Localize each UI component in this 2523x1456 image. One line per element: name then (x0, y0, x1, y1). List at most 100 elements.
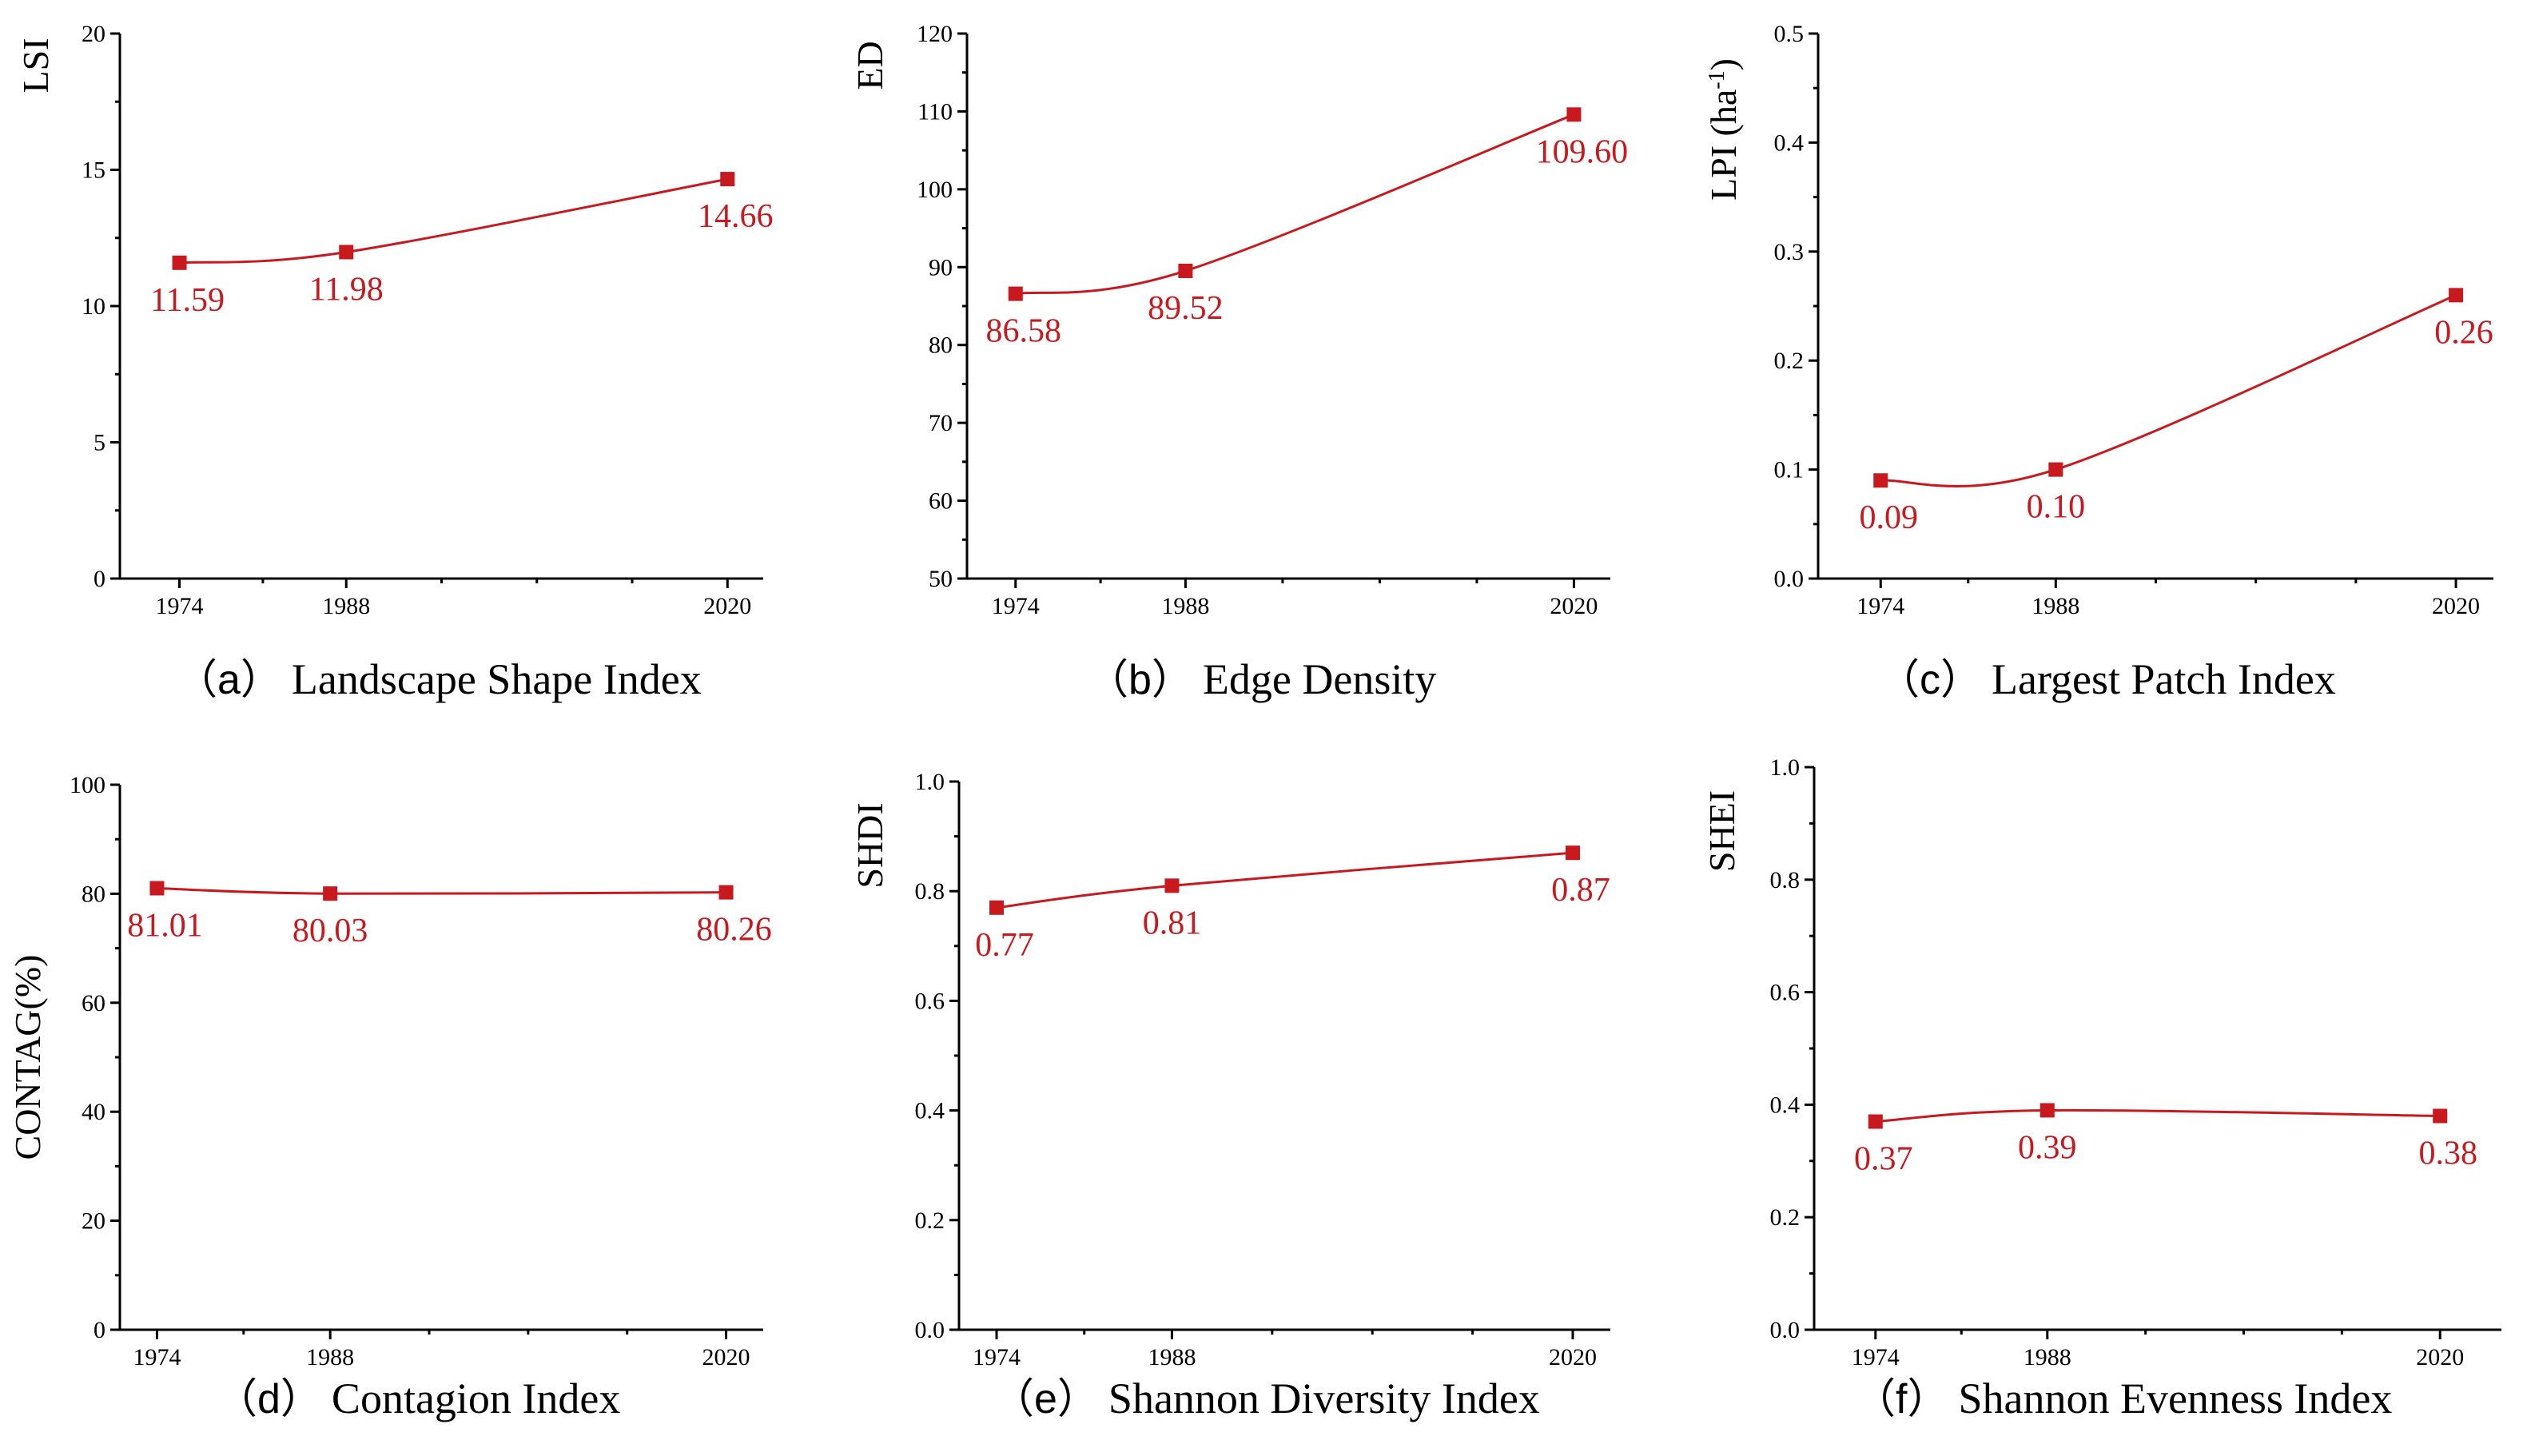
x-tick-label: 1974 (1856, 593, 1904, 619)
y-tick-label: 0.2 (1770, 1204, 1801, 1231)
y-tick-label: 0.4 (1774, 129, 1805, 156)
y-tick-label: 0.3 (1774, 239, 1805, 265)
series-line (1875, 1108, 2441, 1124)
data-point-marker (1868, 1114, 1883, 1129)
panel-a: 0 5 10 15 20 1974 1988 2020 LSI 11.59 11.98 14.66 （a… (15, 21, 774, 703)
data-label: 0.37 (1854, 1141, 1913, 1178)
y-tick-label: 110 (917, 98, 953, 125)
x-tick-label: 2020 (2416, 1344, 2464, 1370)
x-tick-label: 1974 (973, 1344, 1021, 1370)
y-tick-label: 0 (94, 1317, 105, 1343)
y-tick-label: 50 (929, 566, 953, 592)
data-label: 11.59 (150, 282, 225, 319)
y-tick-label: 0.6 (915, 988, 945, 1014)
y-tick-label: 0.1 (1774, 457, 1805, 483)
x-tick-label: 1988 (1148, 1344, 1196, 1370)
y-tick-label: 0.2 (915, 1207, 945, 1234)
panel-caption: （a） Landscape Shape Index (176, 655, 702, 703)
y-tick-label: 20 (82, 1208, 105, 1235)
x-tick-label: 2020 (1549, 1344, 1597, 1370)
y-tick-label: 0.0 (915, 1317, 945, 1343)
y-axis-title: CONTAG(%) (7, 955, 48, 1160)
data-label: 0.09 (1859, 499, 1918, 536)
panel-caption: （c） Largest Patch Index (1878, 655, 2336, 703)
y-tick-label: 100 (70, 772, 105, 798)
data-label: 86.58 (986, 313, 1062, 350)
y-tick-label: 0.4 (1770, 1092, 1801, 1118)
panel-caption: （d） Contagion Index (216, 1374, 620, 1422)
panel-caption: （f） Shannon Evenness Index (1854, 1374, 2392, 1422)
y-tick-label: 1.0 (1770, 754, 1801, 781)
y-axis-title: ED (850, 41, 890, 90)
y-axis-title: LSI (15, 38, 56, 93)
data-point-marker (1008, 286, 1023, 301)
x-tick-label: 1988 (2024, 1344, 2071, 1370)
series-line (1880, 293, 2457, 487)
y-tick-label: 0.0 (1774, 566, 1805, 592)
data-point-marker (2048, 462, 2063, 477)
x-tick-label: 1988 (322, 593, 370, 619)
series-line (179, 177, 728, 265)
y-tick-label: 60 (929, 488, 953, 515)
data-label: 81.01 (127, 908, 203, 945)
y-tick-label: 0.2 (1774, 348, 1805, 374)
data-point-marker (718, 885, 734, 900)
data-label: 80.26 (696, 912, 772, 949)
x-tick-label: 2020 (702, 1344, 750, 1370)
y-axis-title: SHDI (850, 802, 890, 888)
y-tick-label: 60 (82, 990, 105, 1016)
data-point-marker (989, 900, 1005, 915)
panel-b: 50 60 70 80 90 100 110 120 1974 1988 2020 ED 86.58 89… (850, 21, 1628, 703)
y-tick-label: 90 (929, 254, 953, 280)
y-tick-label: 80 (929, 332, 953, 359)
x-tick-label: 1974 (156, 593, 204, 619)
x-tick-label: 2020 (2432, 593, 2480, 619)
data-point-marker (323, 886, 338, 901)
data-point-marker (1565, 845, 1580, 861)
panel-caption: （b） Edge Density (1087, 655, 1436, 703)
data-label: 11.98 (309, 271, 384, 308)
series-line (996, 851, 1574, 909)
data-label: 0.39 (2018, 1129, 2077, 1166)
panel-c: 0.0 0.1 0.2 0.3 0.4 0.5 1974 1988 2020 LPI (ha-1)… (1703, 21, 2493, 703)
data-point-marker (2449, 288, 2464, 303)
y-axis-title: SHEI (1701, 790, 1742, 872)
x-tick-label: 1988 (306, 1344, 354, 1370)
x-tick-label: 1988 (2032, 593, 2079, 619)
y-tick-label: 0.8 (915, 878, 945, 905)
y-tick-label: 0.5 (1774, 21, 1805, 47)
x-tick-label: 2020 (1550, 593, 1598, 619)
y-tick-label: 5 (94, 430, 105, 456)
data-point-marker (2039, 1103, 2055, 1118)
y-tick-label: 15 (82, 157, 105, 184)
data-label: 89.52 (1148, 290, 1224, 327)
y-tick-label: 40 (82, 1099, 105, 1125)
series-line (157, 887, 726, 895)
data-point-marker (1178, 263, 1193, 278)
data-point-marker (339, 245, 354, 260)
y-tick-label: 0.6 (1770, 980, 1801, 1006)
data-point-marker (149, 881, 165, 896)
x-tick-label: 2020 (703, 593, 751, 619)
y-tick-label: 0.8 (1770, 867, 1801, 893)
x-tick-label: 1974 (133, 1344, 181, 1370)
data-point-marker (2433, 1108, 2448, 1124)
data-label: 14.66 (698, 198, 774, 235)
x-tick-label: 1974 (992, 593, 1040, 619)
x-tick-label: 1988 (1161, 593, 1209, 619)
y-tick-label: 70 (929, 410, 953, 436)
panel-f: 0.0 0.2 0.4 0.6 0.8 1.0 1974 1988 2020 SHEI 0.37 0.… (1701, 754, 2501, 1422)
data-label: 0.38 (2418, 1135, 2477, 1172)
data-point-marker (1566, 107, 1582, 122)
data-label: 109.60 (1536, 133, 1629, 170)
y-tick-label: 20 (82, 21, 105, 47)
panel-d: 0 20 40 60 80 100 1974 1988 2020 CONTAG(%) 81.01 80… (7, 772, 772, 1422)
y-tick-label: 80 (82, 881, 105, 907)
data-label: 0.87 (1551, 872, 1610, 909)
y-tick-label: 0.0 (1770, 1317, 1801, 1343)
series-line (1015, 113, 1574, 296)
data-label: 0.81 (1143, 905, 1202, 941)
data-point-marker (1873, 473, 1888, 488)
data-label: 0.26 (2434, 314, 2493, 351)
